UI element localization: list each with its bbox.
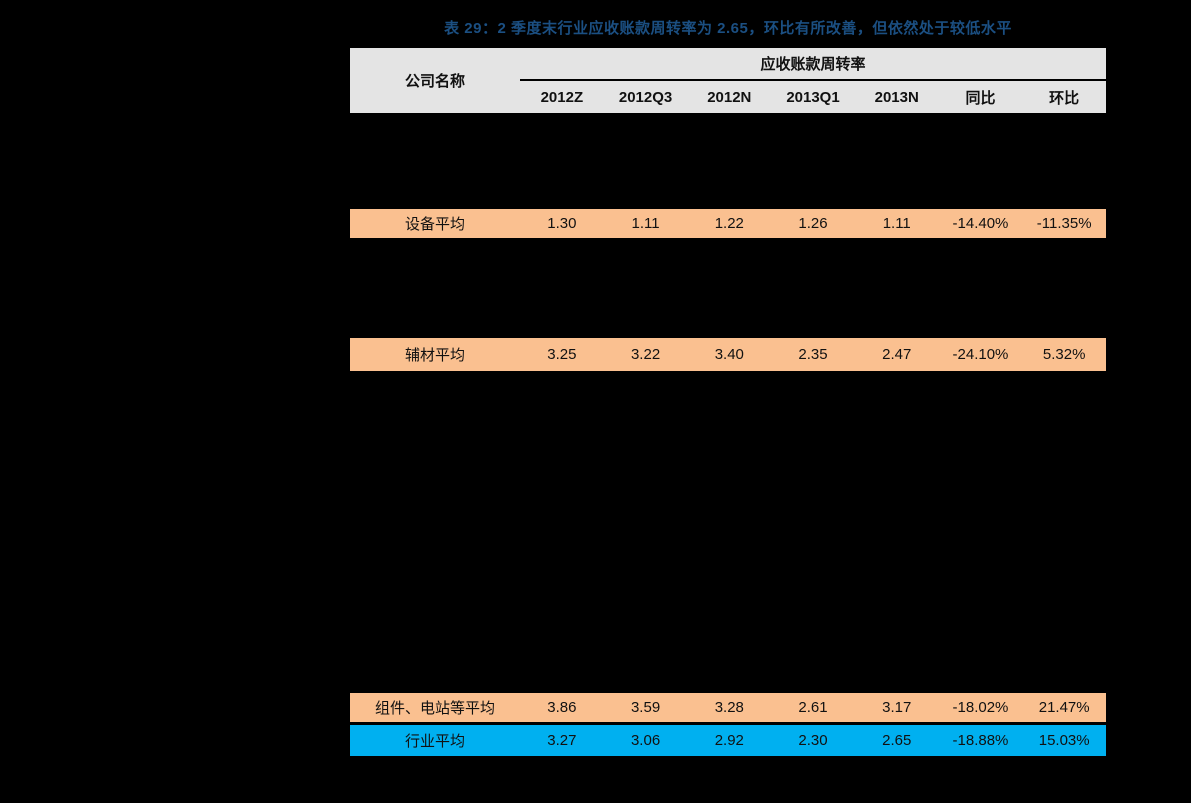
header-right-group: 应收账款周转率 2012Z 2012Q3 2012N 2013Q1 2013N …	[520, 48, 1106, 113]
column-header-2013N: 2013N	[874, 88, 919, 106]
column-header-yoy: 同比	[965, 89, 996, 107]
cell-value: -18.02%	[952, 699, 1009, 716]
cell-value: 3.27	[547, 732, 577, 749]
header-group-title: 应收账款周转率	[520, 48, 1106, 81]
cell-value: -11.35%	[1036, 215, 1092, 232]
cell-value: 2.61	[798, 699, 828, 716]
cell-value: 3.59	[630, 699, 661, 716]
cell-value: 2.65	[882, 732, 912, 749]
row-label: 组件、电站等平均	[374, 700, 495, 717]
column-header-2013Q1: 2013Q1	[786, 88, 840, 106]
cell-value: 2.47	[882, 346, 912, 363]
cell-value: 3.86	[547, 699, 577, 716]
cell-value: 1.11	[631, 215, 660, 232]
header-subcolumns: 2012Z 2012Q3 2012N 2013Q1 2013N 同比 环比	[520, 81, 1106, 113]
column-header-2012N: 2012N	[707, 88, 752, 106]
cell-value: 21.47%	[1038, 699, 1090, 716]
row-label: 设备平均	[404, 216, 465, 233]
table-row-modules-average: 组件、电站等平均 3.86 3.59 3.28 2.61 3.17 -18.02…	[350, 693, 1106, 725]
row-label: 辅材平均	[404, 347, 465, 364]
cell-value: 2.30	[798, 732, 828, 749]
cell-value: 3.28	[714, 699, 744, 716]
cell-value: 2.35	[798, 346, 828, 363]
table-header: 公司名称 应收账款周转率 2012Z 2012Q3 2012N 2013Q1 2…	[350, 48, 1106, 113]
cell-value: 1.26	[798, 215, 828, 232]
cell-value: -24.10%	[952, 346, 1009, 363]
cell-value: 1.11	[882, 215, 911, 232]
cell-value: 3.40	[714, 346, 744, 363]
table-row-equipment-average: 设备平均 1.30 1.11 1.22 1.26 1.11 -14.40% -1…	[350, 209, 1106, 238]
cell-value: 3.22	[630, 346, 661, 363]
cell-value: -18.88%	[952, 732, 1009, 749]
table-title: 表 29：2 季度末行业应收账款周转率为 2.65，环比有所改善，但依然处于较低…	[444, 20, 1012, 37]
table-row-industry-average: 行业平均 3.27 3.06 2.92 2.30 2.65 -18.88% 15…	[350, 725, 1106, 756]
cell-value: 3.06	[630, 732, 661, 749]
header-company-name: 公司名称	[404, 73, 465, 90]
cell-value: 15.03%	[1038, 732, 1090, 749]
cell-value: 1.30	[547, 215, 577, 232]
receivables-turnover-table: 公司名称 应收账款周转率 2012Z 2012Q3 2012N 2013Q1 2…	[350, 48, 1106, 756]
table-row-auxiliary-average: 辅材平均 3.25 3.22 3.40 2.35 2.47 -24.10% 5.…	[350, 338, 1106, 371]
cell-value: -14.40%	[952, 215, 1009, 232]
cell-value: 3.25	[547, 346, 577, 363]
cell-value: 3.17	[882, 699, 912, 716]
column-header-2012Q3: 2012Q3	[618, 88, 673, 106]
column-header-2012Z: 2012Z	[540, 88, 584, 106]
cell-value: 2.92	[714, 732, 744, 749]
cell-value: 1.22	[714, 215, 744, 232]
row-label: 行业平均	[404, 733, 465, 750]
column-header-qoq: 环比	[1049, 89, 1080, 107]
cell-value: 5.32%	[1042, 346, 1086, 363]
